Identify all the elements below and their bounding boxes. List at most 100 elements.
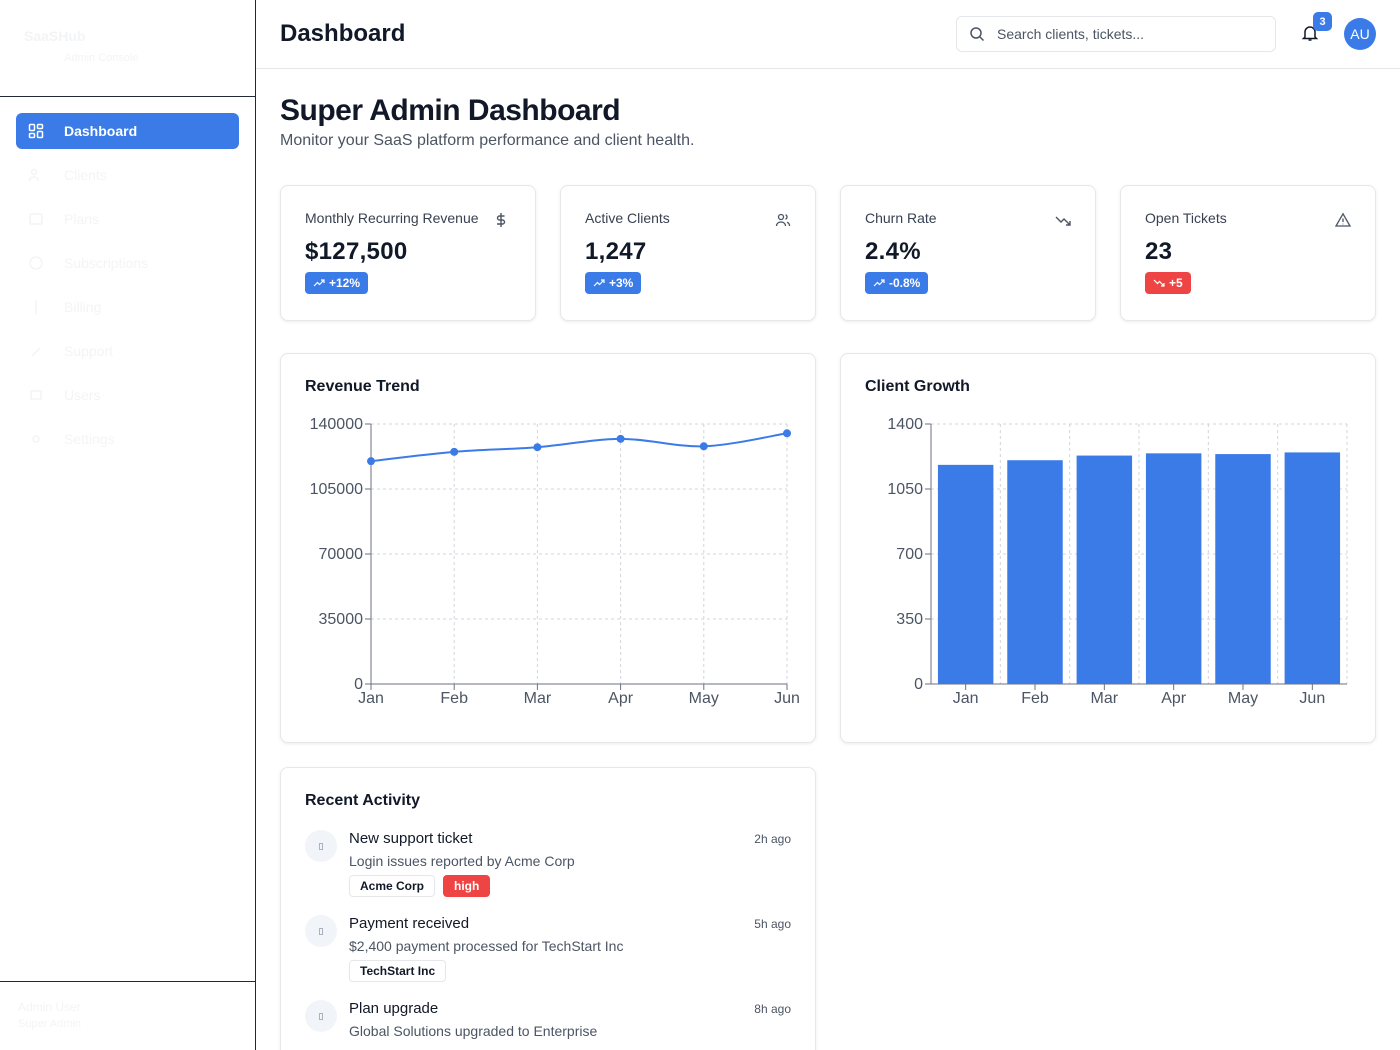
activity-time: 8h ago <box>754 1002 791 1016</box>
trending-down-icon <box>1055 216 1071 226</box>
kpi-change-badge: +3% <box>585 272 642 294</box>
sidebar-item-label: Clients <box>64 167 107 183</box>
footer-user-name: Admin User <box>18 1000 81 1014</box>
avatar[interactable]: AU <box>1344 18 1376 50</box>
priority-badge: high <box>443 875 491 897</box>
data-point <box>367 457 375 466</box>
trending-up-icon <box>873 279 885 287</box>
activity-title: Plan upgrade <box>349 1000 439 1017</box>
kpi-value: 2.4% <box>865 238 921 265</box>
kpi-card-churn-rate: Churn Rate 2.4% -0.8% <box>840 185 1096 321</box>
card-icon <box>28 255 44 271</box>
client-growth-chart: 0 350 700 1050 1400 Jan Feb Mar Apr May Jun <box>887 416 1348 707</box>
sidebar-item-billing[interactable]: Billing <box>16 289 239 325</box>
client-tag: Acme Corp <box>349 875 436 897</box>
bar <box>1007 460 1063 684</box>
data-point <box>533 443 542 452</box>
sidebar-item-settings[interactable]: Settings <box>16 421 239 457</box>
x-tick-label: Jun <box>774 690 800 707</box>
sidebar-item-users[interactable]: Users <box>16 377 239 413</box>
sidebar-item-label: Subscriptions <box>64 255 149 271</box>
recent-activity-card: Recent Activity ▯ New support ticket 2h ag… <box>280 767 816 1050</box>
kpi-value: $127,500 <box>305 238 408 265</box>
kpi-change-badge: +5 <box>1145 272 1191 294</box>
search-box[interactable] <box>956 16 1276 52</box>
users-icon <box>28 167 44 183</box>
y-tick-label: 700 <box>896 546 923 563</box>
activity-item[interactable]: ▯ Plan upgrade 8h ago Global Solutions upgr… <box>305 1000 791 1039</box>
bar <box>1145 453 1202 684</box>
activity-description: Global Solutions upgraded to Enterprise <box>349 1023 598 1039</box>
sidebar-item-label: Users <box>64 387 101 403</box>
bell-icon[interactable] <box>1301 24 1319 42</box>
trending-up-icon <box>593 279 605 287</box>
sidebar-item-label: Plans <box>64 211 100 227</box>
sidebar-item-support[interactable]: Support <box>16 333 239 369</box>
x-tick-label: Mar <box>524 690 552 707</box>
x-tick-label: Jun <box>1299 690 1325 707</box>
data-point <box>616 434 625 443</box>
kpi-label: Active Clients <box>585 210 670 226</box>
data-point <box>783 429 791 438</box>
box-icon <box>28 211 44 227</box>
y-tick-label: 0 <box>914 676 923 693</box>
notification-badge: 3 <box>1313 12 1332 31</box>
help-icon <box>28 343 44 359</box>
x-tick-label: Apr <box>608 690 634 707</box>
dollar-icon <box>496 213 506 227</box>
users-icon <box>775 213 791 227</box>
kpi-label: Monthly Recurring Revenue <box>305 210 479 226</box>
trending-down-icon <box>1153 279 1165 287</box>
x-tick-label: Mar <box>1091 690 1119 707</box>
alert-triangle-icon <box>1335 212 1351 227</box>
activity-item[interactable]: ▯ New support ticket 2h ago Login issues re… <box>305 830 791 897</box>
sidebar-footer: Admin User Super Admin <box>0 981 256 1050</box>
sidebar-item-label: Dashboard <box>64 123 138 139</box>
y-tick-label: 350 <box>896 611 923 628</box>
activity-icon: ▯ <box>305 915 337 947</box>
kpi-change: +12% <box>329 276 361 290</box>
grid-icon <box>28 123 44 139</box>
user-icon <box>28 387 44 403</box>
revenue-series-line <box>370 432 788 463</box>
y-tick-label: 0 <box>354 676 363 693</box>
kpi-change: +5 <box>1169 276 1183 290</box>
sidebar-item-plans[interactable]: Plans <box>16 201 239 237</box>
y-tick-label: 140000 <box>310 416 363 433</box>
kpi-value: 1,247 <box>585 238 647 265</box>
sidebar-item-dashboard[interactable]: Dashboard <box>16 113 239 149</box>
activity-icon: ▯ <box>305 830 337 862</box>
kpi-change-badge: -0.8% <box>865 272 929 294</box>
chart-title: Client Growth <box>865 378 970 395</box>
kpi-card-mrr: Monthly Recurring Revenue $127,500 +12% <box>280 185 536 321</box>
sidebar-item-label: Billing <box>64 299 102 315</box>
gear-icon <box>28 431 44 447</box>
bar <box>1076 455 1133 684</box>
brand-subtitle: Admin Console <box>64 52 139 64</box>
y-tick-label: 1400 <box>887 416 923 433</box>
bar <box>1215 454 1271 684</box>
revenue-trend-card: Revenue Trend 0 35000 70000 105000 140000 Jan… <box>280 353 816 743</box>
data-point <box>450 447 459 456</box>
page-subtitle: Monitor your SaaS platform performance a… <box>280 132 695 149</box>
x-tick-label: Jan <box>358 690 384 707</box>
footer-user-role: Super Admin <box>18 1018 81 1030</box>
client-tag: TechStart Inc <box>349 960 447 982</box>
sidebar-item-subscriptions[interactable]: Subscriptions <box>16 245 239 281</box>
sidebar-nav: Dashboard Clients Plans Subscriptions Bi… <box>0 97 255 481</box>
activity-title: Payment received <box>349 915 470 932</box>
x-tick-label: Apr <box>1161 690 1187 707</box>
y-tick-label: 1050 <box>887 481 923 498</box>
kpi-card-open-tickets: Open Tickets 23 +5 <box>1120 185 1376 321</box>
activity-description: $2,400 payment processed for TechStart I… <box>349 938 624 954</box>
data-point <box>699 442 708 451</box>
search-input[interactable] <box>997 26 1257 42</box>
activity-item[interactable]: ▯ Payment received 5h ago $2,400 payment pr… <box>305 915 791 982</box>
y-tick-label: 105000 <box>310 481 363 498</box>
kpi-change-badge: +12% <box>305 272 369 294</box>
page-title: Super Admin Dashboard <box>280 94 621 127</box>
revenue-trend-chart: 0 35000 70000 105000 140000 Jan Feb Mar Apr May Ju… <box>310 416 800 707</box>
y-tick-label: 70000 <box>319 546 364 563</box>
sidebar-item-clients[interactable]: Clients <box>16 157 239 193</box>
activity-tags: TechStart Inc <box>349 960 791 982</box>
